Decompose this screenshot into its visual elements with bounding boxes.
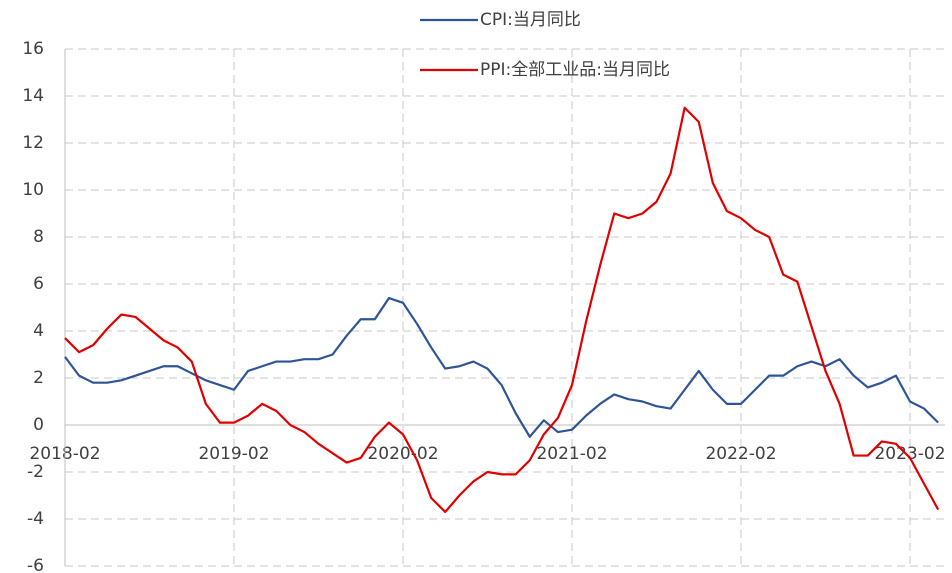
y-tick-label: 14 — [22, 86, 44, 106]
y-tick-label: 4 — [33, 321, 44, 341]
y-tick-label: 10 — [22, 180, 44, 200]
y-tick-label: 8 — [33, 227, 44, 247]
y-tick-label: 0 — [33, 415, 44, 435]
y-tick-label: 16 — [22, 39, 44, 59]
y-tick-label: -4 — [27, 509, 44, 529]
x-tick-label: 2019-02 — [198, 444, 269, 464]
legend-label: CPI:当月同比 — [480, 10, 581, 30]
x-tick-label: 2020-02 — [367, 444, 438, 464]
y-tick-label: -6 — [27, 556, 44, 573]
y-tick-label: 12 — [22, 133, 44, 153]
x-tick-label: 2021-02 — [536, 444, 607, 464]
x-tick-label: 2023-02 — [874, 444, 945, 464]
y-tick-label: 6 — [33, 274, 44, 294]
y-tick-label: -2 — [27, 462, 44, 482]
y-tick-label: 2 — [33, 368, 44, 388]
x-tick-label: 2022-02 — [705, 444, 776, 464]
legend-label: PPI:全部工业品:当月同比 — [480, 60, 670, 80]
series-line — [64, 297, 939, 438]
series-line — [64, 106, 940, 514]
